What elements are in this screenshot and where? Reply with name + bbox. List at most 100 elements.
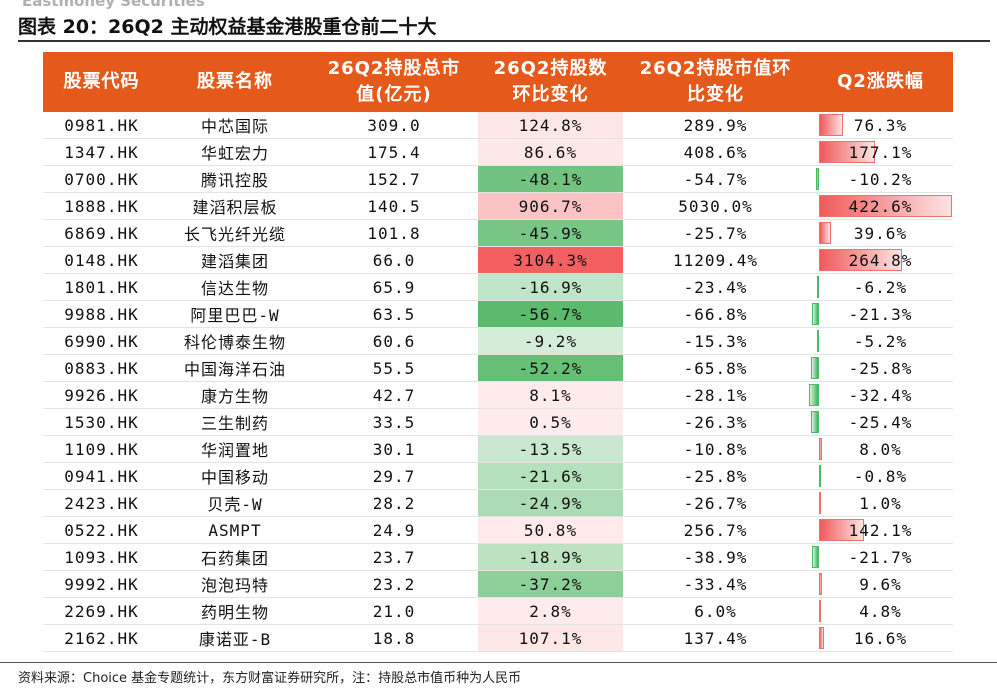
table-cell: -15.3% [623, 328, 808, 354]
cell-text: 0148.HK [64, 250, 139, 270]
cell-text: 华润置地 [200, 441, 269, 460]
cell-text: -56.7% [518, 304, 583, 324]
cell-text: 264.8% [848, 250, 913, 270]
table-cell: 29.7 [310, 463, 478, 489]
cell-text: 18.8 [372, 628, 416, 648]
table-cell: -25.8% [623, 463, 808, 489]
table-cell: 0981.HK [43, 112, 160, 138]
table-cell: 18.8 [310, 625, 478, 651]
table-cell: 建滔集团 [160, 247, 310, 273]
table-cell: 三生制药 [160, 409, 310, 435]
table-cell: 23.2 [310, 571, 478, 597]
table-cell: 309.0 [310, 112, 478, 138]
cell-text: -24.9% [518, 493, 583, 513]
table-row: 0981.HK 中芯国际 309.0 124.8% 289.9% 76.3% [43, 112, 953, 139]
cell-text: 贝壳-W [207, 495, 263, 514]
data-bar [817, 276, 820, 298]
table-cell: 1530.HK [43, 409, 160, 435]
cell-text: -21.3% [848, 304, 913, 324]
cell-text: 65.9 [372, 277, 416, 297]
cell-text: 8.0% [859, 439, 902, 459]
table-cell: 107.1% [478, 625, 623, 651]
cell-text: 124.8% [518, 115, 583, 135]
table-cell: 8.0% [808, 436, 953, 462]
table-cell: 408.6% [623, 139, 808, 165]
data-bar [817, 330, 820, 352]
cell-text: 9.6% [859, 574, 902, 594]
table-cell: 中国移动 [160, 463, 310, 489]
table-cell: -65.8% [623, 355, 808, 381]
table-cell: 科伦博泰生物 [160, 328, 310, 354]
table-cell: -21.7% [808, 544, 953, 570]
cell-text: -48.1% [518, 169, 583, 189]
cell-text: 76.3% [853, 115, 908, 135]
cell-text: 175.4 [367, 142, 421, 162]
table-cell: 6990.HK [43, 328, 160, 354]
table-cell: 药明生物 [160, 598, 310, 624]
table-cell: 1801.HK [43, 274, 160, 300]
data-bar [810, 357, 819, 379]
table-cell: -23.4% [623, 274, 808, 300]
data-bar [819, 519, 864, 541]
table-cell: 0.5% [478, 409, 623, 435]
table-row: 1093.HK 石药集团 23.7 -18.9% -38.9% -21.7% [43, 544, 953, 571]
cell-text: -5.2% [853, 331, 908, 351]
table-cell: -48.1% [478, 166, 623, 192]
cell-text: -0.8% [853, 466, 908, 486]
table-cell: 124.8% [478, 112, 623, 138]
table-cell: -25.7% [623, 220, 808, 246]
cell-text: -10.2% [848, 169, 913, 189]
title: 图表 20：26Q2 主动权益基金港股重仓前二十大 [18, 16, 437, 38]
cell-text: 6.0% [694, 601, 737, 621]
cell-text: 309.0 [367, 115, 421, 135]
table-row: 2269.HK 药明生物 21.0 2.8% 6.0% 4.8% [43, 598, 953, 625]
header-cell: 股票代码 [63, 71, 140, 92]
table-cell: -0.8% [808, 463, 953, 489]
table-row: 1347.HK 华虹宏力 175.4 86.6% 408.6% 177.1% [43, 139, 953, 166]
table-cell: 贝壳-W [160, 490, 310, 516]
cell-text: 1801.HK [64, 277, 139, 297]
cell-text: 康方生物 [200, 387, 269, 406]
table-cell: 中国海洋石油 [160, 355, 310, 381]
cell-text: -21.7% [848, 547, 913, 567]
source-note: 资料来源：Choice 基金专题统计，东方财富证券研究所，注：持股总市值币种为人… [18, 671, 522, 686]
table-cell: 66.0 [310, 247, 478, 273]
cell-text: 中芯国际 [200, 117, 269, 136]
cell-text: -16.9% [518, 277, 583, 297]
table-cell: -25.4% [808, 409, 953, 435]
table-cell: -25.8% [808, 355, 953, 381]
table-cell: 1.0% [808, 490, 953, 516]
cell-text: 石药集团 [200, 549, 269, 568]
table-cell: 2423.HK [43, 490, 160, 516]
cell-text: -54.7% [683, 169, 748, 189]
table-cell: -10.2% [808, 166, 953, 192]
table-cell: 腾讯控股 [160, 166, 310, 192]
table-cell: 906.7% [478, 193, 623, 219]
cell-text: 0700.HK [64, 169, 139, 189]
cell-text: 华虹宏力 [200, 144, 269, 163]
table-cell: -26.3% [623, 409, 808, 435]
table-row: 1801.HK 信达生物 65.9 -16.9% -23.4% -6.2% [43, 274, 953, 301]
table-cell: 264.8% [808, 247, 953, 273]
cell-text: 0.5% [529, 412, 572, 432]
table-cell: 2.8% [478, 598, 623, 624]
table-cell: 0700.HK [43, 166, 160, 192]
header-cell: 26Q2持股市值环比变化 [639, 58, 792, 105]
cell-text: -32.4% [848, 385, 913, 405]
cell-text: 康诺亚-B [198, 630, 272, 649]
cell-text: 408.6% [683, 142, 748, 162]
cell-text: 9992.HK [64, 574, 139, 594]
table-row: 9988.HK 阿里巴巴-W 63.5 -56.7% -66.8% -21.3% [43, 301, 953, 328]
table-cell: 0941.HK [43, 463, 160, 489]
table-cell: 康方生物 [160, 382, 310, 408]
table-cell: 177.1% [808, 139, 953, 165]
title-rule [18, 40, 990, 42]
cell-text: -18.9% [518, 547, 583, 567]
cell-text: 3104.3% [513, 250, 588, 270]
table-cell: 泡泡玛特 [160, 571, 310, 597]
data-bar [819, 627, 825, 649]
table-row: 0941.HK 中国移动 29.7 -21.6% -25.8% -0.8% [43, 463, 953, 490]
header-cell: 股票名称 [197, 71, 273, 92]
cell-text: 24.9 [372, 520, 416, 540]
